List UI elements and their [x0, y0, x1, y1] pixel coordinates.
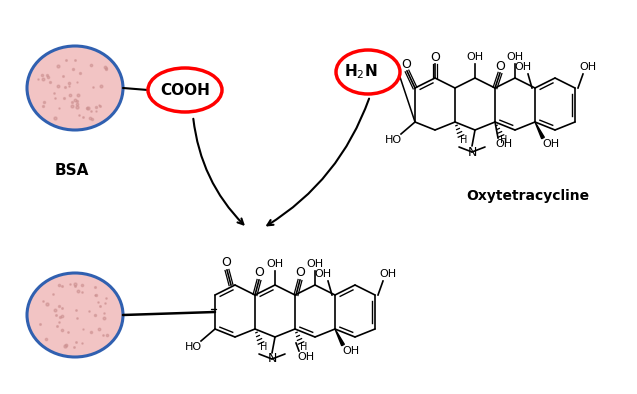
Text: OH: OH — [515, 62, 531, 72]
Text: HO: HO — [385, 135, 401, 145]
Text: O: O — [401, 58, 411, 71]
Text: O: O — [221, 256, 231, 269]
Ellipse shape — [27, 273, 123, 357]
Text: OH: OH — [380, 269, 397, 279]
Text: H: H — [261, 342, 268, 352]
Ellipse shape — [27, 46, 123, 130]
Text: O: O — [295, 266, 305, 279]
Text: OH: OH — [343, 346, 359, 356]
Polygon shape — [335, 329, 345, 346]
Text: H: H — [300, 342, 308, 352]
Text: OH: OH — [466, 52, 483, 62]
Text: N: N — [468, 145, 476, 158]
Text: COOH: COOH — [160, 82, 210, 97]
Text: Oxytetracycline: Oxytetracycline — [466, 189, 590, 203]
Text: H: H — [500, 135, 508, 145]
Text: OH: OH — [543, 139, 559, 149]
Text: OH: OH — [315, 269, 332, 279]
Text: BSA: BSA — [55, 162, 89, 178]
Text: OH: OH — [306, 259, 324, 269]
Text: O: O — [495, 59, 505, 72]
Ellipse shape — [336, 50, 400, 94]
Text: HO: HO — [185, 342, 201, 352]
Text: OH: OH — [580, 62, 597, 72]
Polygon shape — [535, 122, 545, 139]
Text: H: H — [461, 135, 468, 145]
Text: H$_2$N: H$_2$N — [344, 63, 378, 81]
Text: OH: OH — [506, 52, 524, 62]
Text: O: O — [430, 50, 440, 63]
Text: O: O — [254, 266, 264, 279]
Text: OH: OH — [297, 352, 315, 362]
Text: OH: OH — [496, 139, 513, 149]
Ellipse shape — [148, 68, 222, 112]
Text: OH: OH — [266, 259, 283, 269]
Text: N: N — [268, 353, 276, 366]
